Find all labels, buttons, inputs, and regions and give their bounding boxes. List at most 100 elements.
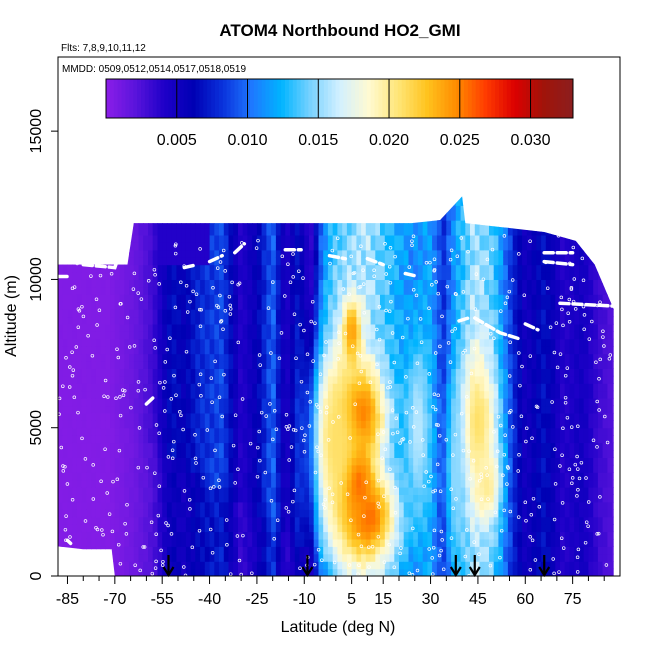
heat-cell (247, 450, 253, 458)
heat-cell (460, 390, 466, 399)
heat-cell (195, 450, 201, 458)
heat-cell (417, 309, 424, 318)
heat-cell (375, 338, 381, 347)
heat-cell (105, 472, 111, 481)
heat-cell (195, 531, 201, 540)
heat-cell (460, 242, 466, 251)
heat-cell (489, 420, 495, 429)
heat-cell (503, 346, 509, 355)
heat-cell (67, 316, 73, 325)
heat-cell (280, 553, 286, 562)
heat-cell (58, 553, 64, 562)
heat-cell (124, 412, 130, 421)
heat-cell (223, 234, 230, 243)
heat-cell (76, 227, 83, 236)
heat-cell (81, 390, 87, 399)
heat-cell (124, 272, 130, 280)
heat-cell (413, 546, 419, 555)
heat-cell (441, 309, 447, 318)
heat-cell (152, 294, 158, 303)
heat-cell (275, 398, 282, 407)
heat-cell (318, 220, 324, 229)
heat-cell (200, 197, 206, 206)
heat-cell (214, 390, 220, 399)
heat-cell (271, 442, 277, 451)
heat-cell (176, 412, 182, 421)
heat-cell (441, 398, 447, 407)
heat-cell (110, 272, 116, 280)
heat-cell (105, 457, 111, 466)
heat-cell (76, 353, 83, 362)
heat-cell (124, 524, 130, 533)
heat-cell (446, 249, 452, 258)
heat-cell (100, 220, 106, 229)
heat-cell (356, 316, 362, 325)
heat-cell (228, 546, 234, 555)
heat-cell (176, 205, 182, 214)
heat-cell (432, 301, 438, 310)
heat-cell (275, 405, 282, 414)
heat-cell (114, 546, 121, 555)
heat-cell (413, 234, 419, 243)
heat-cell (451, 301, 457, 310)
heat-cell (124, 398, 130, 407)
heat-cell (351, 398, 357, 407)
heat-cell (247, 501, 253, 510)
heat-cell (323, 412, 329, 421)
heat-cell (408, 561, 414, 570)
heat-cell (375, 331, 381, 340)
heat-cell (200, 323, 206, 332)
heat-cell (474, 531, 481, 540)
heat-cell (422, 272, 428, 280)
heat-cell (110, 524, 116, 533)
heat-cell (309, 196, 315, 199)
heat-cell (209, 435, 215, 444)
heat-cell (375, 212, 381, 221)
heat-cell (138, 309, 144, 318)
heat-cell (422, 479, 428, 488)
heat-cell (460, 309, 466, 318)
heat-cell (294, 427, 301, 436)
heat-cell (389, 353, 395, 362)
heat-cell (256, 501, 263, 510)
heat-cell (219, 205, 225, 214)
heat-cell (100, 316, 106, 325)
heat-cell (460, 494, 466, 503)
heat-cell (91, 464, 97, 473)
heat-cell (133, 501, 140, 510)
heat-cell (67, 390, 73, 399)
heat-cell (503, 257, 509, 266)
heat-cell (465, 501, 471, 510)
heat-cell (384, 442, 391, 451)
heat-cell (91, 442, 97, 451)
heat-cell (129, 383, 135, 392)
heat-cell (427, 487, 433, 495)
heat-cell (162, 205, 168, 214)
heat-cell (219, 442, 225, 451)
heat-cell (498, 398, 504, 407)
heat-cell (138, 524, 144, 533)
heat-cell (148, 220, 154, 229)
heat-cell (327, 309, 334, 318)
heat-cell (408, 494, 414, 503)
heat-cell (403, 197, 409, 206)
heat-cell (332, 220, 338, 229)
heat-cell (72, 257, 78, 266)
heat-cell (380, 368, 386, 377)
heat-cell (185, 420, 192, 429)
heat-cell (408, 323, 414, 332)
heat-cell (361, 220, 367, 229)
heat-cell (309, 338, 315, 347)
heat-cell (143, 272, 149, 280)
heat-cell (389, 420, 395, 429)
heat-cell (157, 353, 163, 362)
heat-cell (389, 196, 395, 199)
heat-cell (252, 375, 258, 384)
heat-cell (76, 338, 83, 347)
heat-cell (204, 383, 211, 392)
heat-cell (370, 420, 376, 429)
heat-cell (342, 487, 348, 495)
heat-cell (361, 516, 367, 525)
heat-cell (294, 568, 301, 577)
heat-cell (157, 264, 163, 273)
